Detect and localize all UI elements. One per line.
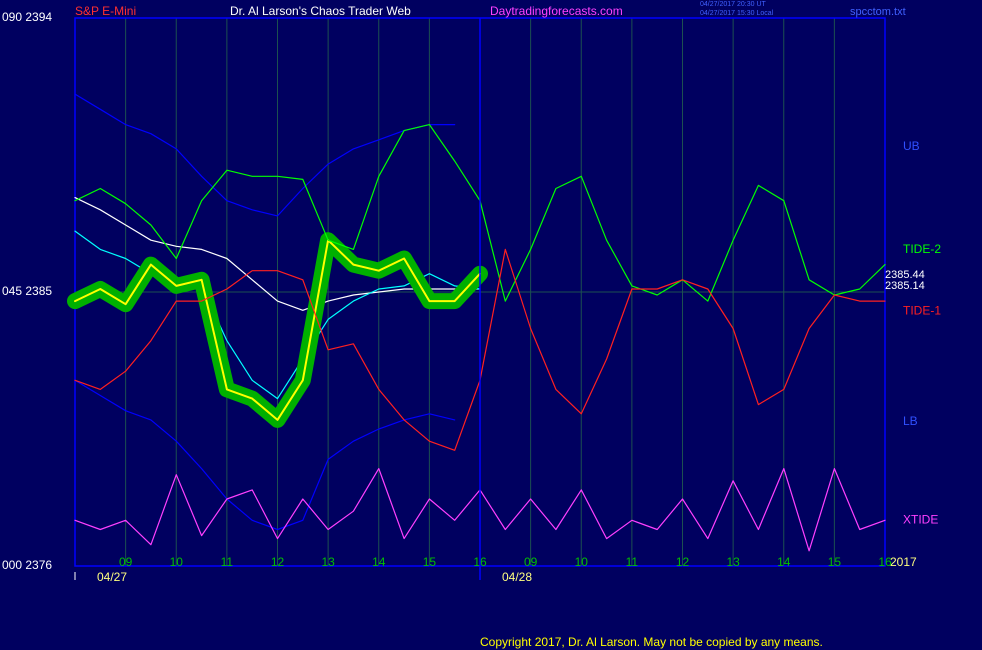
x-tick-label: 16	[878, 555, 892, 569]
legend-label: UB	[903, 139, 920, 153]
date-label: 04/28	[502, 570, 532, 584]
series-line	[74, 197, 481, 311]
x-tick-label: 13	[726, 555, 740, 569]
date-label: 04/27	[97, 570, 127, 584]
legend-label: LB	[903, 414, 918, 428]
x-tick-label: 11	[626, 555, 639, 569]
x-tick-label: 11	[221, 555, 234, 569]
website: Daytradingforecasts.com	[490, 4, 623, 18]
y-tick-label: 000 2376	[2, 558, 52, 572]
instrument: S&P E-Mini	[75, 4, 136, 18]
x-tick-label: 14	[777, 555, 791, 569]
year: 2017	[890, 555, 917, 569]
x-tick-label: 14	[372, 555, 386, 569]
price-label: 2385.44	[885, 269, 925, 281]
x-tick-label: 12	[271, 555, 285, 569]
price-label: 2385.14	[885, 280, 925, 292]
x-tick-label: 13	[321, 555, 335, 569]
y-tick-label: 045 2385	[2, 284, 52, 298]
y-tick-label: 090 2394	[2, 10, 52, 24]
file-name: spcctom.txt	[850, 6, 906, 18]
x-tick-label: 15	[423, 555, 437, 569]
timestamp-ut: 04/27/2017 20:30 UT	[700, 1, 766, 8]
legend-label: TIDE-2	[903, 242, 941, 256]
series-line	[74, 93, 456, 217]
x-tick-label: 09	[524, 555, 538, 569]
legend-label: XTIDE	[903, 513, 938, 527]
timestamp-local: 04/27/2017 15:30 Local	[700, 10, 774, 17]
x-tick-label: 10	[170, 555, 184, 569]
chart-title: Dr. Al Larson's Chaos Trader Web	[230, 4, 411, 18]
x-tick-label: 12	[676, 555, 690, 569]
x-tick-label: 15	[828, 555, 842, 569]
series-line	[74, 239, 481, 421]
copyright: Copyright 2017, Dr. Al Larson. May not b…	[480, 635, 823, 649]
x-tick-label: 09	[119, 555, 133, 569]
x-tick-label: 10	[575, 555, 589, 569]
series-line	[74, 379, 456, 531]
legend-label: TIDE-1	[903, 303, 941, 317]
